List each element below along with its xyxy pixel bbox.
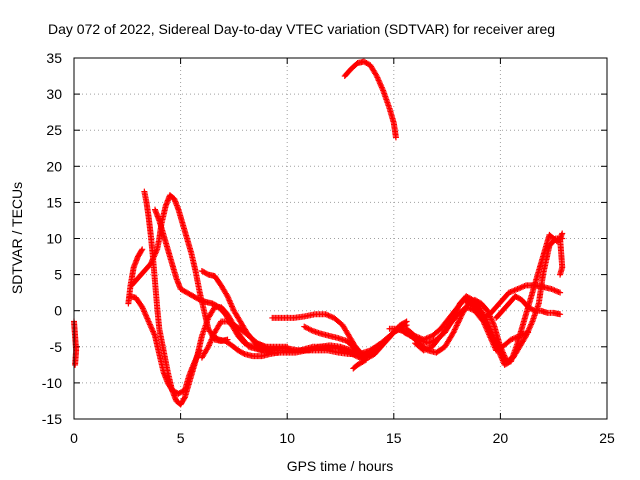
y-tick-label: 25 (46, 122, 62, 138)
y-axis-label: SDTVAR / TECUs (9, 182, 25, 294)
series-arc13 (386, 235, 566, 365)
series-arc18 (557, 230, 566, 278)
series-arc9 (209, 332, 282, 360)
data-point (530, 306, 537, 313)
y-tick-label: 10 (46, 231, 62, 247)
y-tick-label: 20 (46, 158, 62, 174)
data-point (72, 361, 79, 368)
data-point (451, 326, 458, 333)
data-point (350, 365, 357, 372)
data-point (450, 329, 457, 336)
data-point (457, 315, 464, 322)
data-point (557, 289, 564, 296)
data-point (559, 230, 566, 237)
axis-ticks: 0 5 10 15 20 25 -15 -10 -5 0 5 10 15 20 25 30 35 (42, 50, 615, 446)
x-tick-label: 10 (279, 430, 295, 446)
series-arc8 (198, 318, 291, 361)
y-tick-label: 35 (46, 50, 62, 66)
data-point (452, 325, 459, 332)
series-arc4 (128, 192, 231, 345)
y-tick-label: -15 (42, 411, 62, 427)
series-arc17 (493, 293, 564, 321)
data-point (181, 395, 188, 402)
x-tick-label: 20 (493, 430, 509, 446)
data-point (403, 318, 410, 325)
x-tick-label: 0 (70, 430, 78, 446)
data-point (525, 329, 532, 336)
data-point (453, 322, 460, 329)
data-point (392, 134, 399, 141)
series-arc10 (269, 311, 410, 361)
y-tick-label: 0 (54, 303, 62, 319)
y-tick-label: 30 (46, 86, 62, 102)
data-point (451, 327, 458, 334)
series-arc1 (71, 318, 80, 368)
x-tick-label: 25 (599, 430, 615, 446)
y-tick-label: -10 (42, 375, 62, 391)
data-point (455, 319, 462, 326)
data-point (240, 350, 247, 357)
series-arc12 (341, 58, 399, 141)
plot-frame (73, 57, 608, 420)
data-points (71, 58, 566, 408)
series-arc11 (301, 323, 370, 372)
chart-title: Day 072 of 2022, Sidereal Day-to-day VTE… (48, 21, 555, 37)
series-arc6 (152, 206, 408, 358)
data-point (402, 319, 409, 326)
x-axis-label: GPS time / hours (287, 458, 394, 474)
data-point (455, 318, 462, 325)
data-point (456, 316, 463, 323)
x-tick-label: 5 (177, 430, 185, 446)
y-tick-label: 15 (46, 194, 62, 210)
data-point (454, 321, 461, 328)
data-point (275, 349, 282, 356)
data-point (351, 364, 358, 371)
series-arc16 (412, 304, 532, 354)
x-tick-label: 15 (386, 430, 402, 446)
data-point (139, 246, 146, 253)
data-point (557, 311, 564, 318)
series-arc2 (125, 246, 146, 307)
y-tick-label: -5 (50, 339, 63, 355)
data-point (284, 343, 291, 350)
y-tick-label: 5 (54, 267, 62, 283)
data-point (453, 323, 460, 330)
data-point (138, 247, 145, 254)
